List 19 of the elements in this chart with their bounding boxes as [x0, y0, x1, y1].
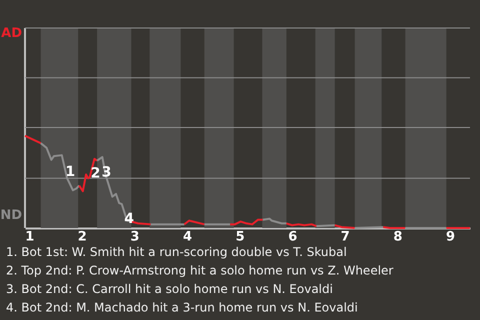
x-tick-label: 2 — [78, 230, 87, 244]
text: AD — [1, 26, 22, 41]
x-tick-label: 9 — [446, 230, 456, 244]
text: 3. Bot 2nd: C. Carroll hit a solo home run vs N. Eovaldi — [6, 282, 333, 296]
text: 2. Top 2nd: P. Crow-Armstrong hit a solo home run vs Z. Wheeler — [6, 264, 394, 278]
text: 1. Bot 1st: W. Smith hit a run-scoring double vs T. Skubal — [6, 245, 347, 259]
x-tick-label: 3 — [130, 230, 140, 244]
annotation: 2 — [90, 166, 100, 182]
x-tick-label: 6 — [288, 230, 298, 244]
annotation: 4 — [124, 210, 134, 227]
x-tick-label: 1 — [25, 230, 34, 244]
x-tick-label: 5 — [236, 230, 245, 244]
annotation: 3 — [102, 164, 112, 181]
annotation: 1 — [65, 164, 76, 180]
x-tick-label: 7 — [340, 230, 350, 244]
x-tick-label: 4 — [182, 230, 192, 244]
text: ND — [0, 208, 22, 223]
text: 4. Bot 2nd: M. Machado hit a 3-run home run vs N. Eovaldi — [6, 300, 358, 314]
x-tick-label: 8 — [393, 230, 402, 244]
